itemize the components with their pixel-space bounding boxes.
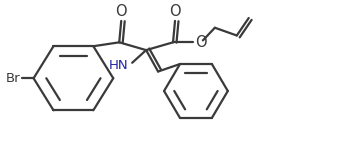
Text: O: O bbox=[195, 35, 206, 50]
Text: O: O bbox=[169, 4, 181, 19]
Text: O: O bbox=[115, 4, 127, 19]
Text: Br: Br bbox=[6, 72, 20, 85]
Text: HN: HN bbox=[108, 59, 128, 72]
